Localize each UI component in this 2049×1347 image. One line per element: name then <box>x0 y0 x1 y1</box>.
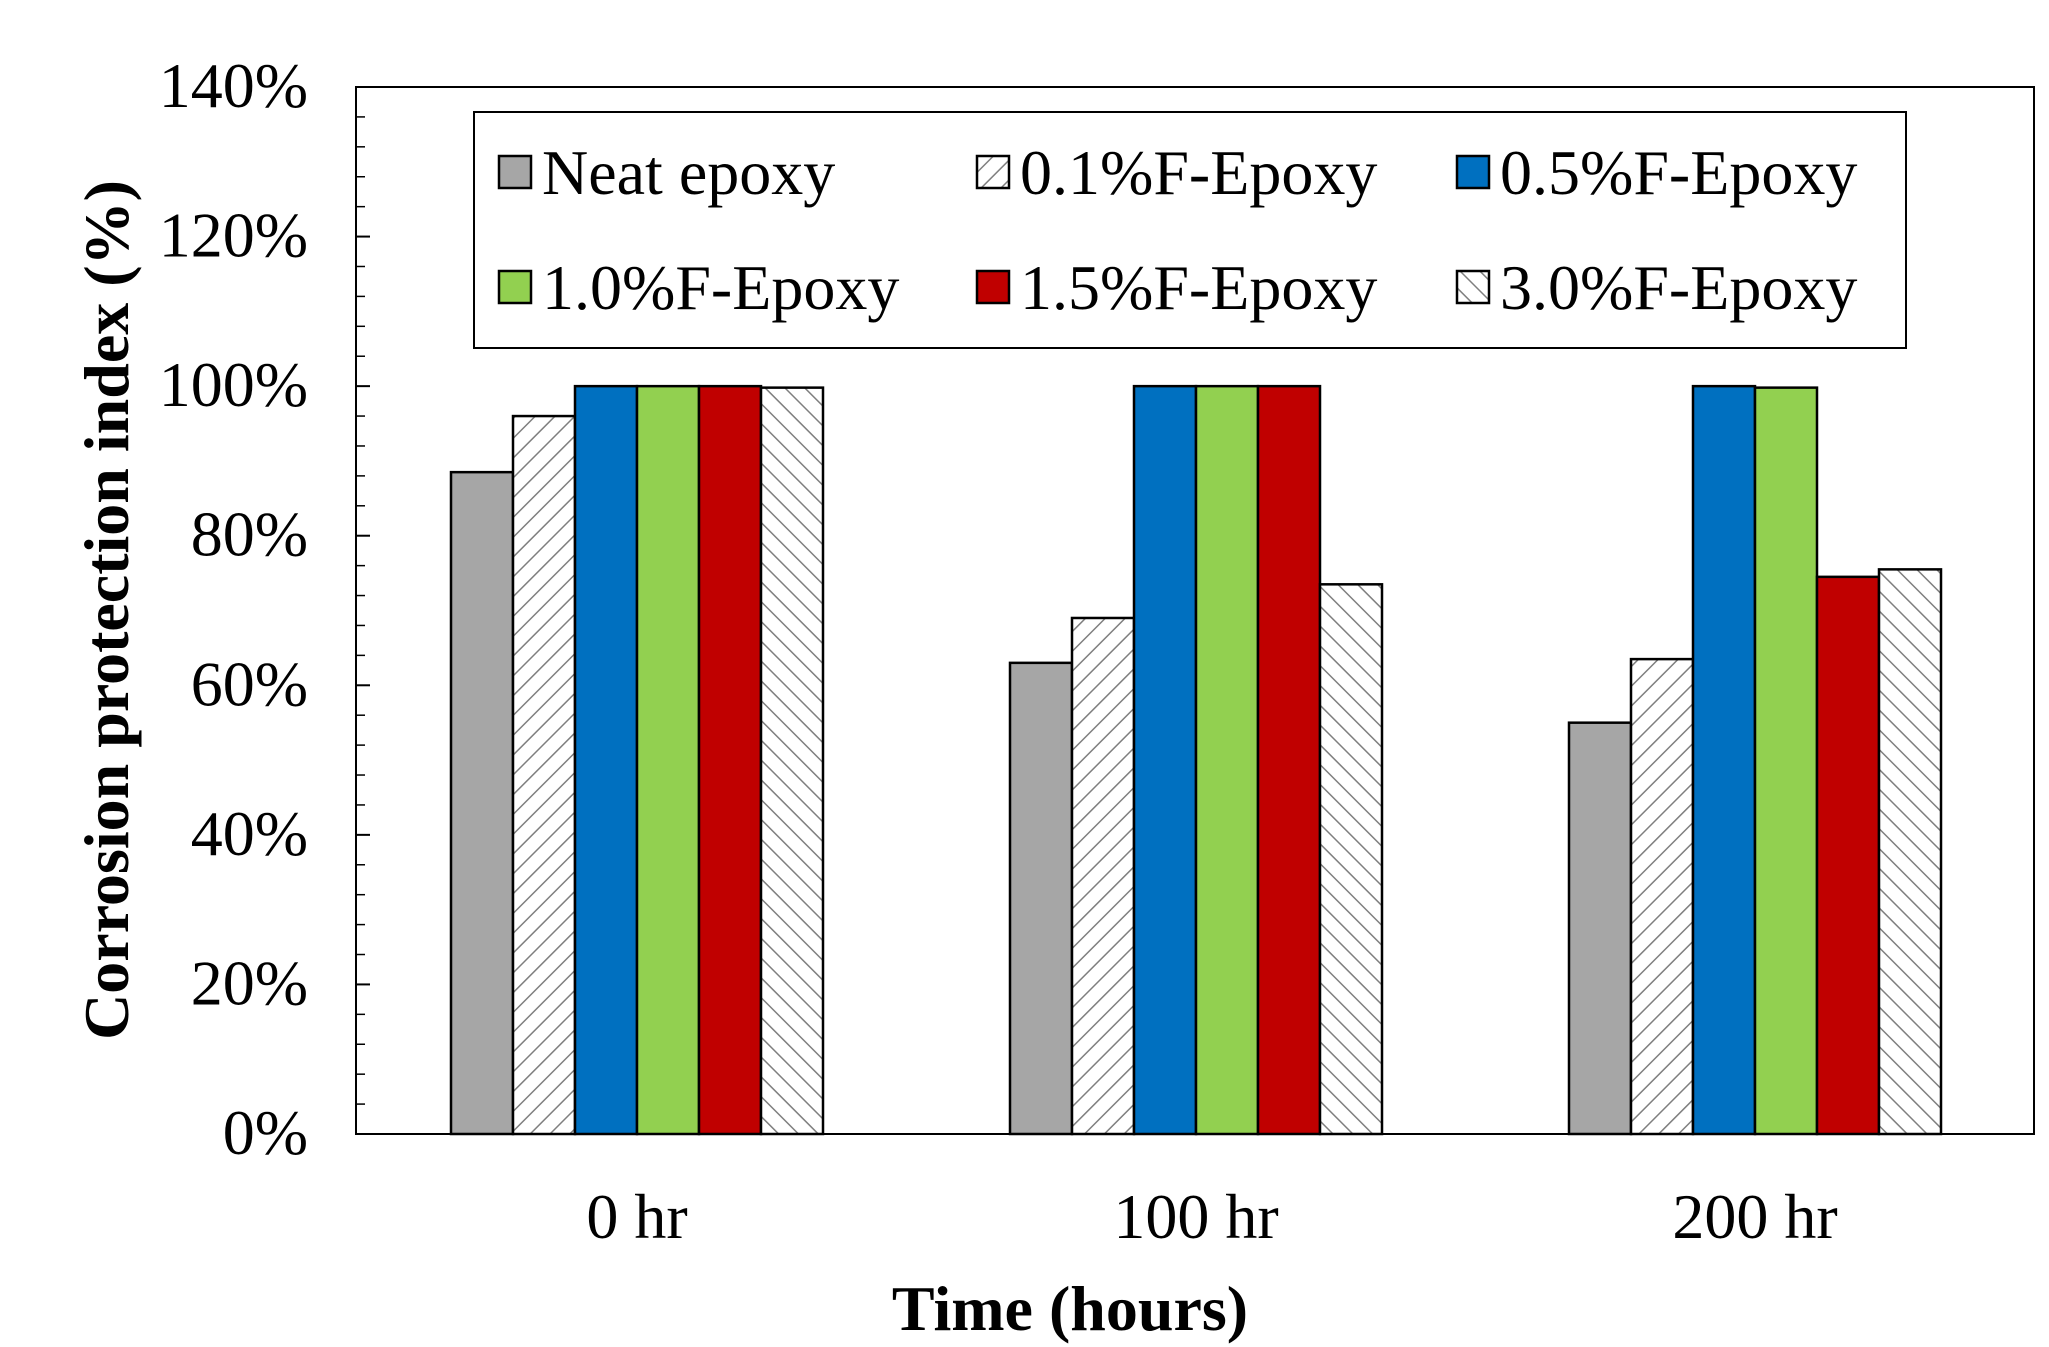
bar-0-1-f-epoxy-2 <box>1629 657 1695 1136</box>
y-axis-title: Corrosion protection index (%) <box>71 180 142 1040</box>
bar-1-0-f-epoxy-1 <box>1194 384 1260 1136</box>
bar-series <box>449 384 1943 1136</box>
legend: Neat epoxy 0.1%F-Epoxy 0.5%F-Epoxy 1.0%F-Ep… <box>473 111 1907 349</box>
legend-label: 1.5%F-Epoxy <box>1020 252 1377 323</box>
bar-3-0-f-epoxy-1 <box>1318 583 1384 1136</box>
x-tick-label: 0 hr <box>586 1181 687 1252</box>
legend-swatch <box>497 154 533 190</box>
y-tick-label: 120% <box>159 200 308 271</box>
x-axis-title: Time (hours) <box>892 1273 1248 1344</box>
bar-neat-epoxy-0 <box>449 470 515 1136</box>
bar-1-5-f-epoxy-1 <box>1256 384 1322 1136</box>
legend-label: 0.5%F-Epoxy <box>1500 137 1857 208</box>
legend-label: 0.1%F-Epoxy <box>1020 137 1377 208</box>
legend-label: Neat epoxy <box>542 137 835 208</box>
y-tick-label: 80% <box>191 499 308 570</box>
bar-3-0-f-epoxy-2 <box>1877 568 1943 1136</box>
x-tick-label: 200 hr <box>1672 1181 1837 1252</box>
y-axis: 0% 20% 40% 60% 80% 100% 120% 140% <box>159 50 370 1168</box>
y-tick-label: 20% <box>191 947 308 1018</box>
bar-neat-epoxy-1 <box>1008 661 1074 1136</box>
x-axis: 0 hr 100 hr 200 hr <box>586 1181 1837 1252</box>
bar-1-0-f-epoxy-0 <box>635 384 701 1136</box>
legend-box <box>473 111 1907 349</box>
y-tick-label: 140% <box>159 50 308 121</box>
legend-label: 1.0%F-Epoxy <box>542 252 899 323</box>
legend-swatch <box>975 154 1011 190</box>
x-tick-label: 100 hr <box>1113 1181 1278 1252</box>
bar-0-5-f-epoxy-1 <box>1132 384 1198 1136</box>
legend-swatch <box>1455 269 1491 305</box>
legend-swatch <box>497 269 533 305</box>
bar-1-0-f-epoxy-2 <box>1753 386 1819 1136</box>
bar-1-5-f-epoxy-2 <box>1815 575 1881 1136</box>
legend-swatch <box>975 269 1011 305</box>
bar-neat-epoxy-2 <box>1567 721 1633 1136</box>
bar-0-5-f-epoxy-0 <box>573 384 639 1136</box>
y-tick-label: 60% <box>191 648 308 719</box>
bar-1-5-f-epoxy-0 <box>697 384 763 1136</box>
legend-swatch <box>1455 154 1491 190</box>
bar-0-1-f-epoxy-1 <box>1070 616 1136 1136</box>
bar-0-1-f-epoxy-0 <box>511 414 577 1136</box>
bar-0-5-f-epoxy-2 <box>1691 384 1757 1136</box>
y-tick-label: 0% <box>223 1097 308 1168</box>
bar-3-0-f-epoxy-0 <box>759 386 825 1136</box>
legend-label: 3.0%F-Epoxy <box>1500 252 1857 323</box>
y-tick-label: 40% <box>191 798 308 869</box>
y-tick-label: 100% <box>159 349 308 420</box>
